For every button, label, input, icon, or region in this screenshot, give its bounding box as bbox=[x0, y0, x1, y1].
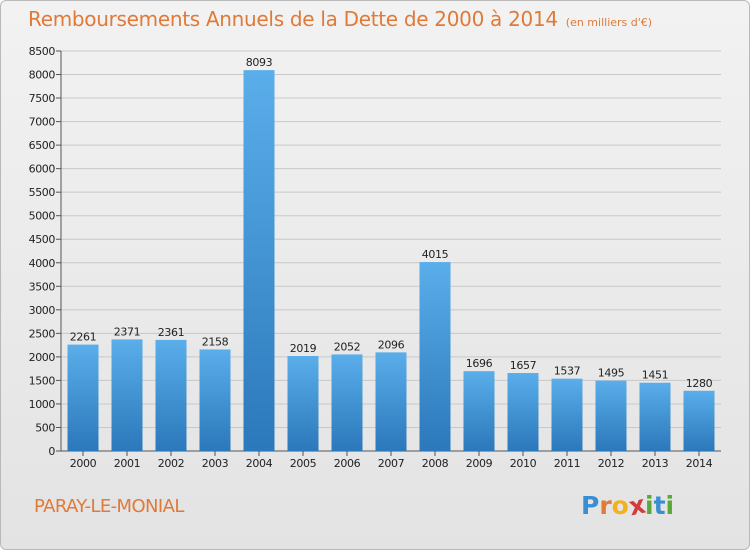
bar-2009 bbox=[463, 371, 495, 451]
value-label-2001: 2371 bbox=[114, 325, 140, 338]
x-tick-label-2001: 2001 bbox=[114, 457, 140, 470]
x-tick-label-2004: 2004 bbox=[246, 457, 273, 470]
x-tick-label-2009: 2009 bbox=[466, 457, 493, 470]
x-tick-label-2014: 2014 bbox=[686, 457, 713, 470]
y-tick-label: 1500 bbox=[29, 374, 56, 387]
bar-2001 bbox=[111, 339, 143, 451]
value-label-2008: 4015 bbox=[422, 248, 449, 261]
y-tick-label: 8000 bbox=[29, 69, 56, 82]
bar-2013 bbox=[639, 382, 671, 451]
x-tick-label-2011: 2011 bbox=[554, 457, 580, 470]
logo-letter: i bbox=[645, 491, 654, 520]
y-tick-label: 4000 bbox=[29, 257, 56, 270]
bar-2000 bbox=[67, 344, 99, 451]
x-tick-label-2006: 2006 bbox=[334, 457, 361, 470]
value-label-2004: 8093 bbox=[246, 56, 273, 69]
bar-2007 bbox=[375, 352, 407, 451]
value-label-2000: 2261 bbox=[70, 331, 96, 344]
city-name: PARAY-LE-MONIAL bbox=[34, 496, 184, 517]
value-label-2014: 1280 bbox=[686, 377, 713, 390]
y-axis: 0 500 1000 1500 2000 2500 3000 3500 4000 4500 5000… bbox=[29, 45, 62, 458]
y-tick-label: 4500 bbox=[29, 233, 56, 246]
value-label-2012: 1495 bbox=[598, 367, 625, 380]
x-tick-label-2002: 2002 bbox=[158, 457, 184, 470]
x-tick-label-2012: 2012 bbox=[598, 457, 624, 470]
y-tick-label: 7500 bbox=[29, 92, 56, 105]
y-tick-label: 2000 bbox=[29, 351, 56, 364]
y-tick-label: 6000 bbox=[29, 163, 56, 176]
y-tick-label: 0 bbox=[48, 445, 55, 458]
bar-2006 bbox=[331, 354, 363, 451]
value-label-2011: 1537 bbox=[554, 365, 581, 378]
value-label-2009: 1696 bbox=[466, 357, 493, 370]
bar-2014 bbox=[683, 390, 715, 451]
y-tick-label: 3500 bbox=[29, 280, 56, 293]
x-tick-label-2008: 2008 bbox=[422, 457, 449, 470]
value-label-2006: 2052 bbox=[334, 340, 360, 353]
value-labels: 2261 2371 2361 2158 8093 2019 2052 2096 4015 1696… bbox=[70, 56, 713, 390]
y-tick-label: 3000 bbox=[29, 304, 56, 317]
logo-letter: P bbox=[581, 491, 600, 520]
bar-2002 bbox=[155, 339, 187, 451]
logo-letter: r bbox=[599, 491, 612, 520]
logo-letter: o bbox=[611, 491, 629, 520]
value-label-2005: 2019 bbox=[290, 342, 317, 355]
bar-2005 bbox=[287, 355, 319, 451]
x-tick-label-2010: 2010 bbox=[510, 457, 537, 470]
bar-2003 bbox=[199, 349, 231, 451]
y-tick-label: 2500 bbox=[29, 327, 56, 340]
x-tick-label-2013: 2013 bbox=[642, 457, 669, 470]
y-tick-label: 1000 bbox=[29, 398, 56, 411]
x-axis: 2000 2001 2002 2003 2004 2005 2006 2007 2008 2009… bbox=[61, 450, 721, 470]
bar-2012 bbox=[595, 380, 627, 451]
value-label-2010: 1657 bbox=[510, 359, 537, 372]
x-tick-label-2007: 2007 bbox=[378, 457, 405, 470]
y-tick-label: 6500 bbox=[29, 139, 56, 152]
value-label-2003: 2158 bbox=[202, 335, 229, 348]
chart-title-block: Remboursements Annuels de la Dette de 20… bbox=[28, 7, 652, 31]
bar-2004 bbox=[243, 70, 275, 451]
logo-letter: t bbox=[653, 491, 666, 520]
y-tick-label: 5000 bbox=[29, 210, 56, 223]
logo-letter: i bbox=[665, 491, 675, 520]
value-label-2002: 2361 bbox=[158, 326, 184, 339]
bar-2011 bbox=[551, 378, 583, 451]
proxiti-logo: Proxiti bbox=[581, 490, 675, 522]
bar-series bbox=[67, 70, 715, 451]
x-tick-label-2005: 2005 bbox=[290, 457, 317, 470]
y-tick-label: 5500 bbox=[29, 186, 56, 199]
y-tick-label: 500 bbox=[35, 421, 55, 434]
bar-2008 bbox=[419, 262, 451, 451]
chart-title: Remboursements Annuels de la Dette de 20… bbox=[28, 7, 558, 31]
value-label-2013: 1451 bbox=[642, 369, 668, 382]
x-tick-label-2003: 2003 bbox=[202, 457, 229, 470]
y-tick-label: 7000 bbox=[29, 116, 56, 129]
y-tick-label: 8500 bbox=[29, 45, 56, 58]
chart-subtitle: (en milliers d'€) bbox=[565, 16, 653, 29]
bar-2010 bbox=[507, 373, 539, 451]
value-label-2007: 2096 bbox=[378, 338, 405, 351]
x-tick-label-2000: 2000 bbox=[70, 457, 97, 470]
